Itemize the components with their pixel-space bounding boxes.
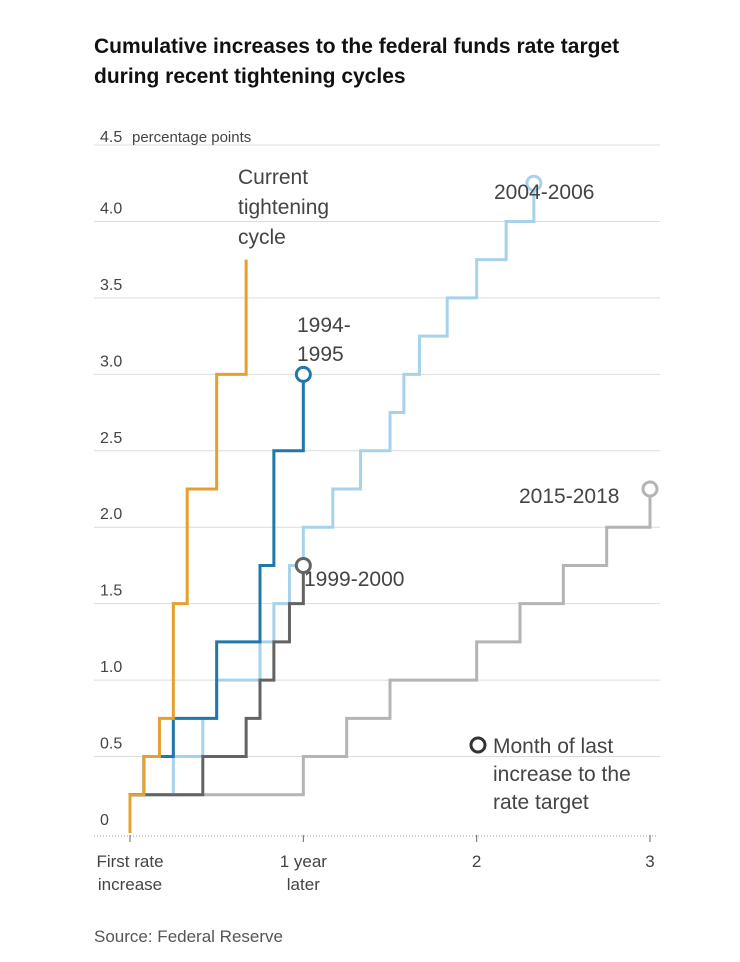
y-tick-label-1-0: 1.0: [100, 659, 122, 676]
y-tick-label-1-5: 1.5: [100, 583, 122, 600]
series-lines: [128, 174, 659, 833]
x-tick-label-first-rate: First rate: [96, 852, 163, 871]
y-tick-label-4-5: 4.5: [100, 129, 122, 146]
x-tick-label-3: 3: [645, 852, 654, 871]
series-label-1999-2000: 1999-2000: [304, 568, 404, 591]
x-tick-label-later: later: [287, 875, 320, 894]
last-increase-marker-1994-1995: [294, 365, 312, 383]
last-increase-marker-2004-2006: [525, 174, 543, 192]
y-tick-label-2-0: 2.0: [100, 506, 122, 523]
last-increase-marker-2015-2018: [641, 480, 659, 498]
y-tick-label-3-5: 3.5: [100, 277, 122, 294]
y-tick-label-2-5: 2.5: [100, 430, 122, 447]
last-increase-marker-1999-2000: [294, 556, 312, 574]
series-label-2004-2006: 2004-2006: [494, 181, 594, 204]
legend-marker-icon: [469, 736, 487, 754]
legend: Month of last increase to the rate target: [469, 735, 631, 814]
y-tick-label-0-5: 0.5: [100, 736, 122, 753]
chart-title-line-1: Cumulative increases to the federal fund…: [94, 35, 620, 58]
x-tick-label-increase: increase: [98, 875, 162, 894]
source-note: Source: Federal Reserve: [94, 927, 283, 946]
series-label-current-tightening-cycle: Current tightening cycle: [238, 166, 329, 249]
y-tick-label-4-0: 4.0: [100, 200, 122, 217]
axes: 0 0.5 1.0 1.5 2.0 2.5 3.0 3.5 4.0 4.5 percentage p…: [94, 129, 656, 894]
series-label-2015-2018: 2015-2018: [519, 485, 619, 508]
y-tick-label-3-0: 3.0: [100, 353, 122, 370]
series-line-1999-2000: [128, 565, 305, 833]
chart-title: Cumulative increases to the federal fund…: [94, 32, 714, 92]
series-line-2004-2006: [128, 183, 536, 833]
x-tick-label-2: 2: [472, 852, 481, 871]
series-line-current-tightening-cycle: [128, 259, 248, 833]
y-tick-label-0: 0: [100, 812, 109, 829]
x-tick-label-1-year: 1 year: [280, 852, 328, 871]
y-axis-unit-label: percentage points: [132, 129, 251, 146]
series-labels: 2015-2018 2004-2006 1999-2000 1994-1995 Curr…: [238, 166, 619, 591]
legend-text: Month of last increase to the rate target: [493, 735, 631, 814]
chart-title-line-2: during recent tightening cycles: [94, 65, 406, 88]
series-label-1994-1995: 1994-1995: [297, 314, 351, 366]
series-line-2015-2018: [128, 489, 652, 833]
